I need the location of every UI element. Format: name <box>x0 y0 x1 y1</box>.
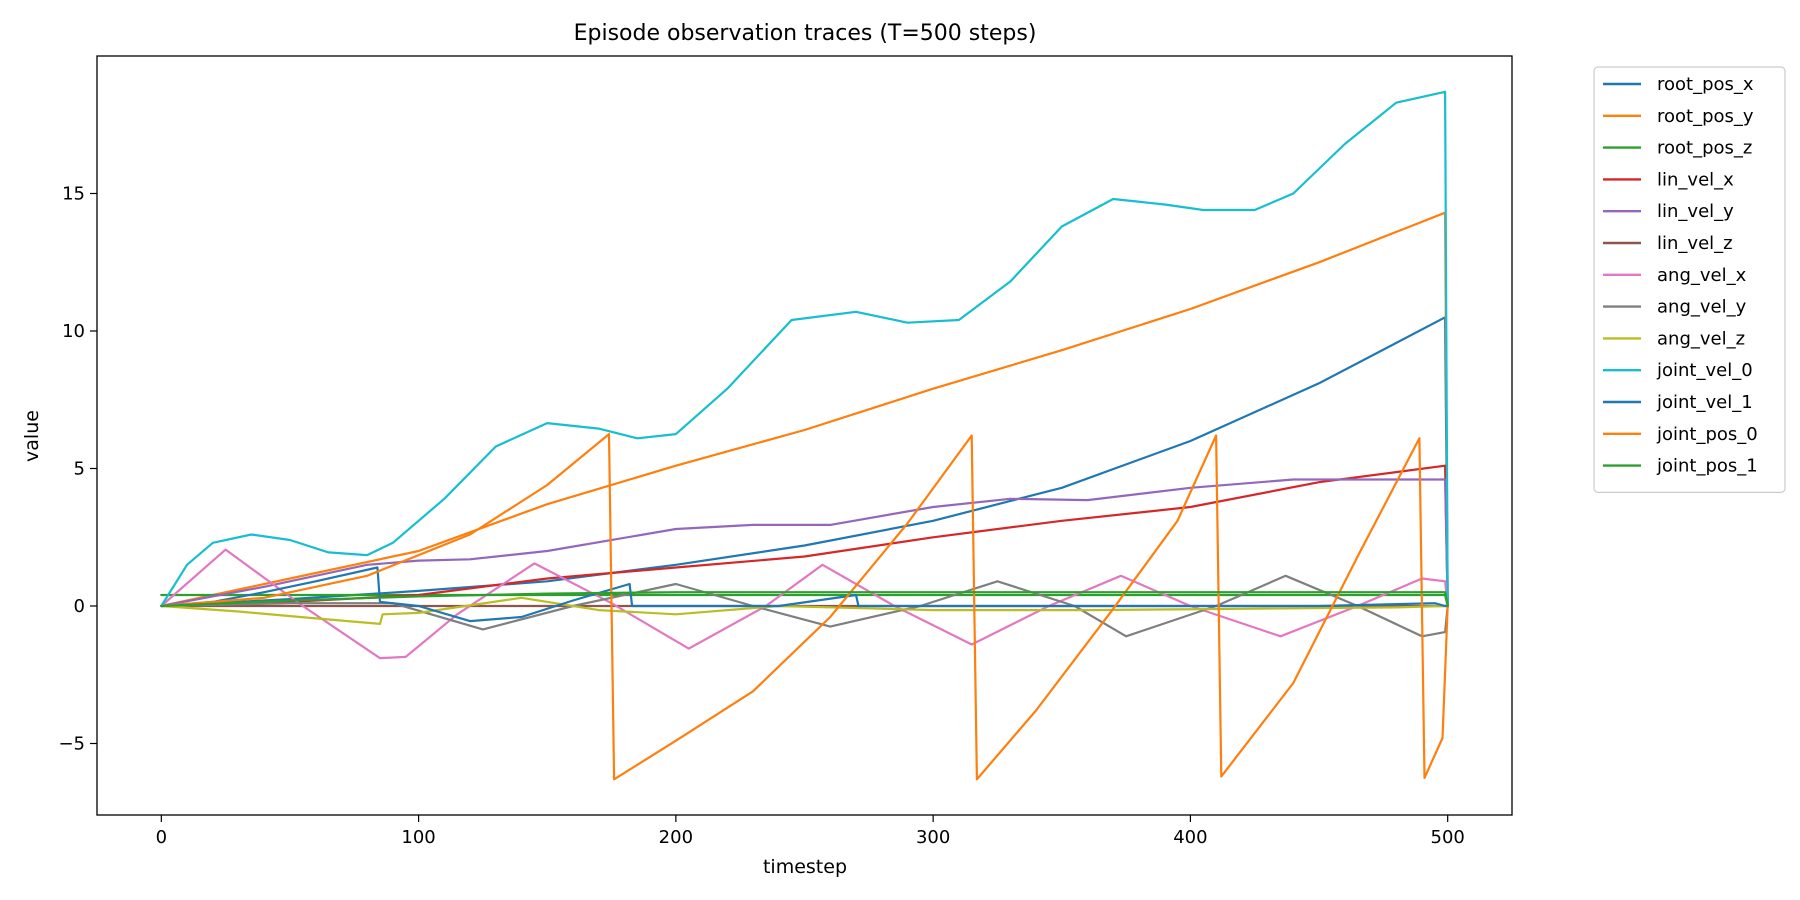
legend-label: lin_vel_x <box>1657 169 1734 190</box>
series-line-ang-vel-y <box>160 574 1449 638</box>
x-tick-label: 400 <box>1173 827 1207 848</box>
series-line-joint-pos-1 <box>160 591 1449 608</box>
legend-label: root_pos_y <box>1657 106 1754 127</box>
x-tick-label: 300 <box>916 827 950 848</box>
y-tick-label: 15 <box>62 184 85 205</box>
x-tick-label: 500 <box>1431 827 1465 848</box>
legend-label: joint_vel_0 <box>1656 360 1753 381</box>
series-line-ang-vel-z <box>160 596 1449 626</box>
y-tick-label: 0 <box>74 596 85 617</box>
legend-label: joint_pos_0 <box>1656 424 1758 445</box>
legend: root_pos_x root_pos_y root_pos_z lin_vel_xl… <box>1593 66 1786 493</box>
y-axis: −5 0 5 10 15 <box>58 184 97 755</box>
x-axis-label: timestep <box>763 856 847 878</box>
y-tick-label: 5 <box>74 459 85 480</box>
chart-title: Episode observation traces (T=500 steps) <box>574 21 1037 46</box>
y-axis-label: value <box>21 410 43 462</box>
legend-label: lin_vel_y <box>1657 201 1734 222</box>
series-line-root-pos-y <box>160 211 1449 608</box>
series-line-root-pos-x <box>160 316 1449 608</box>
plot-lines <box>160 90 1449 781</box>
series-line-ang-vel-x <box>160 548 1449 660</box>
legend-label: ang_vel_y <box>1657 297 1747 318</box>
series-line-joint-pos-0 <box>160 433 1449 781</box>
series-line-joint-vel-0 <box>160 90 1449 608</box>
legend-label: joint_vel_1 <box>1656 392 1753 413</box>
plot-frame <box>96 55 1513 816</box>
legend-label: ang_vel_x <box>1657 265 1747 286</box>
legend-label: root_pos_z <box>1657 138 1752 159</box>
y-tick-label: 10 <box>62 321 85 342</box>
x-tick-label: 100 <box>401 827 435 848</box>
legend-label: lin_vel_z <box>1657 233 1733 254</box>
legend-label: joint_pos_1 <box>1656 456 1758 477</box>
legend-box <box>1593 66 1786 493</box>
x-tick-label: 0 <box>156 827 167 848</box>
x-axis: 0 100 200 300 400 500 <box>156 815 1465 848</box>
legend-label: root_pos_x <box>1657 74 1754 95</box>
x-tick-label: 200 <box>659 827 693 848</box>
series-line-joint-vel-1 <box>160 566 1449 623</box>
y-tick-label: −5 <box>58 734 85 755</box>
legend-label: ang_vel_z <box>1657 328 1745 349</box>
